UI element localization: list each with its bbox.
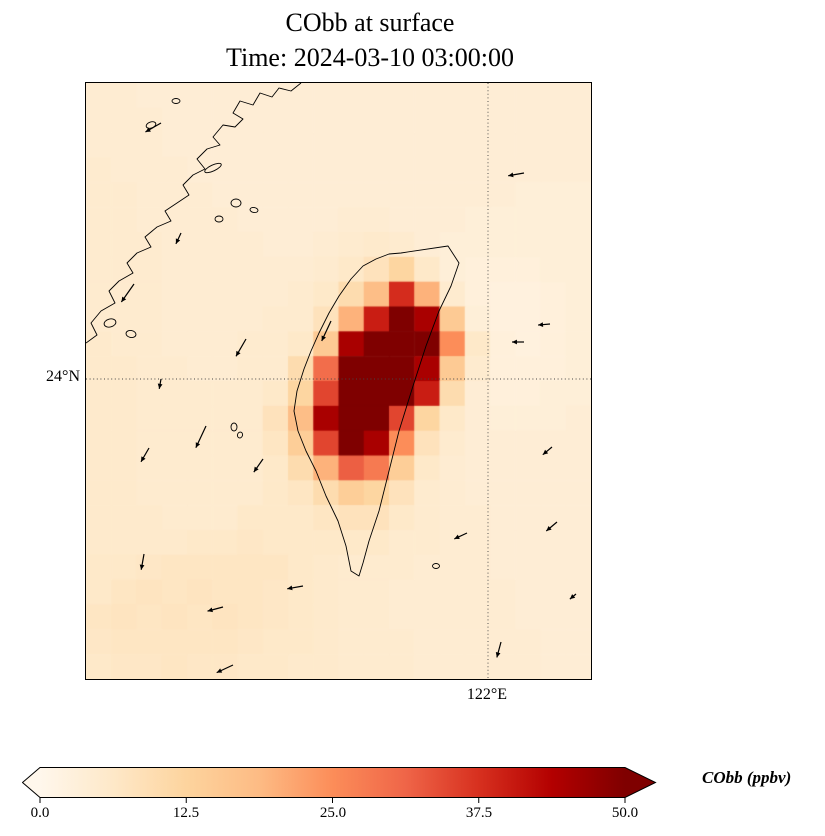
coastline-island [214, 215, 224, 223]
colorbar-tick-1: 12.5 [172, 805, 200, 821]
heatmap-canvas [86, 83, 591, 679]
wind-arrow-head [195, 442, 201, 448]
wind-arrow-head [546, 525, 552, 531]
wind-arrow-head [495, 652, 501, 658]
colorbar-tick-3: 37.5 [465, 805, 493, 821]
wind-arrow-head [145, 127, 151, 132]
wind-arrow-head [512, 339, 517, 345]
wind-arrow-head [139, 564, 145, 570]
chart-time-subtitle: Time: 2024-03-10 03:00:00 [226, 43, 514, 72]
xtick-label-122e: 122°E [466, 686, 508, 703]
chart-title: CObb at surface [285, 8, 455, 37]
colorbar-under-arrow [22, 767, 40, 798]
wind-arrow-head [216, 668, 223, 673]
wind-arrow-head [175, 238, 181, 244]
colorbar-gradient [22, 767, 657, 803]
wind-arrow-head [454, 534, 460, 539]
coastline-island [230, 422, 238, 432]
wind-arrow-head [121, 296, 127, 303]
colorbar: 0.0 12.5 25.0 37.5 50.0 [22, 767, 682, 829]
wind-arrow-head [207, 607, 213, 613]
coastline-island [171, 98, 181, 104]
colorbar-tick-2: 25.0 [319, 805, 347, 821]
coastline-taiwan [293, 245, 460, 577]
wind-arrow-head [253, 466, 259, 473]
colorbar-tick-4: 50.0 [611, 805, 639, 821]
coastline-island [103, 318, 117, 328]
coastline-island [432, 563, 440, 569]
coastline-island [125, 329, 137, 339]
map-plot [85, 82, 592, 680]
coastline-island [230, 198, 242, 208]
wind-arrow-head [321, 335, 326, 341]
map-overlay [86, 83, 591, 679]
wind-arrow-head [287, 585, 293, 591]
wind-arrow-head [236, 350, 241, 357]
ytick-label-24n: 24°N [46, 368, 80, 385]
wind-arrow-head [157, 383, 163, 389]
wind-arrow-head [538, 322, 544, 327]
wind-arrow-head [141, 456, 146, 462]
coastline-island [249, 206, 259, 214]
wind-arrow-head [508, 172, 514, 178]
coastline-island [236, 431, 244, 439]
wind-arrow-head [569, 594, 576, 600]
coastline-island [204, 162, 222, 174]
colorbar-tick-0: 0.0 [30, 805, 50, 821]
colorbar-over-arrow [625, 767, 656, 798]
wind-arrow-head [542, 449, 549, 455]
title-block: CObb at surface Time: 2024-03-10 03:00:0… [0, 5, 740, 75]
coastline-mainland [86, 83, 302, 344]
colorbar-label: CObb (ppbv) [702, 768, 792, 787]
